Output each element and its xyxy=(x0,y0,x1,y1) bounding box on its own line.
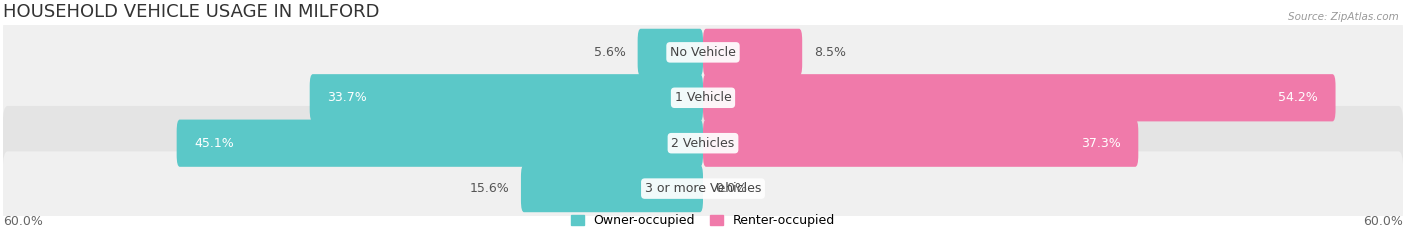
FancyBboxPatch shape xyxy=(3,61,1403,135)
FancyBboxPatch shape xyxy=(3,106,1403,180)
FancyBboxPatch shape xyxy=(3,151,1403,226)
FancyBboxPatch shape xyxy=(638,29,703,76)
Text: 8.5%: 8.5% xyxy=(814,46,846,59)
Text: 37.3%: 37.3% xyxy=(1081,137,1121,150)
Text: HOUSEHOLD VEHICLE USAGE IN MILFORD: HOUSEHOLD VEHICLE USAGE IN MILFORD xyxy=(3,3,380,21)
Text: Source: ZipAtlas.com: Source: ZipAtlas.com xyxy=(1288,12,1399,22)
Text: 0.0%: 0.0% xyxy=(714,182,747,195)
FancyBboxPatch shape xyxy=(3,15,1403,90)
Text: 2 Vehicles: 2 Vehicles xyxy=(672,137,734,150)
FancyBboxPatch shape xyxy=(703,74,1336,121)
Text: 60.0%: 60.0% xyxy=(3,215,42,228)
FancyBboxPatch shape xyxy=(522,165,703,212)
Text: 60.0%: 60.0% xyxy=(1364,215,1403,228)
Legend: Owner-occupied, Renter-occupied: Owner-occupied, Renter-occupied xyxy=(567,209,839,233)
Text: 3 or more Vehicles: 3 or more Vehicles xyxy=(645,182,761,195)
Text: 45.1%: 45.1% xyxy=(194,137,233,150)
Text: No Vehicle: No Vehicle xyxy=(671,46,735,59)
Text: 54.2%: 54.2% xyxy=(1278,91,1317,104)
FancyBboxPatch shape xyxy=(309,74,703,121)
FancyBboxPatch shape xyxy=(177,120,703,167)
Text: 1 Vehicle: 1 Vehicle xyxy=(675,91,731,104)
Text: 5.6%: 5.6% xyxy=(595,46,626,59)
FancyBboxPatch shape xyxy=(703,29,803,76)
Text: 15.6%: 15.6% xyxy=(470,182,509,195)
FancyBboxPatch shape xyxy=(703,120,1139,167)
Text: 33.7%: 33.7% xyxy=(328,91,367,104)
